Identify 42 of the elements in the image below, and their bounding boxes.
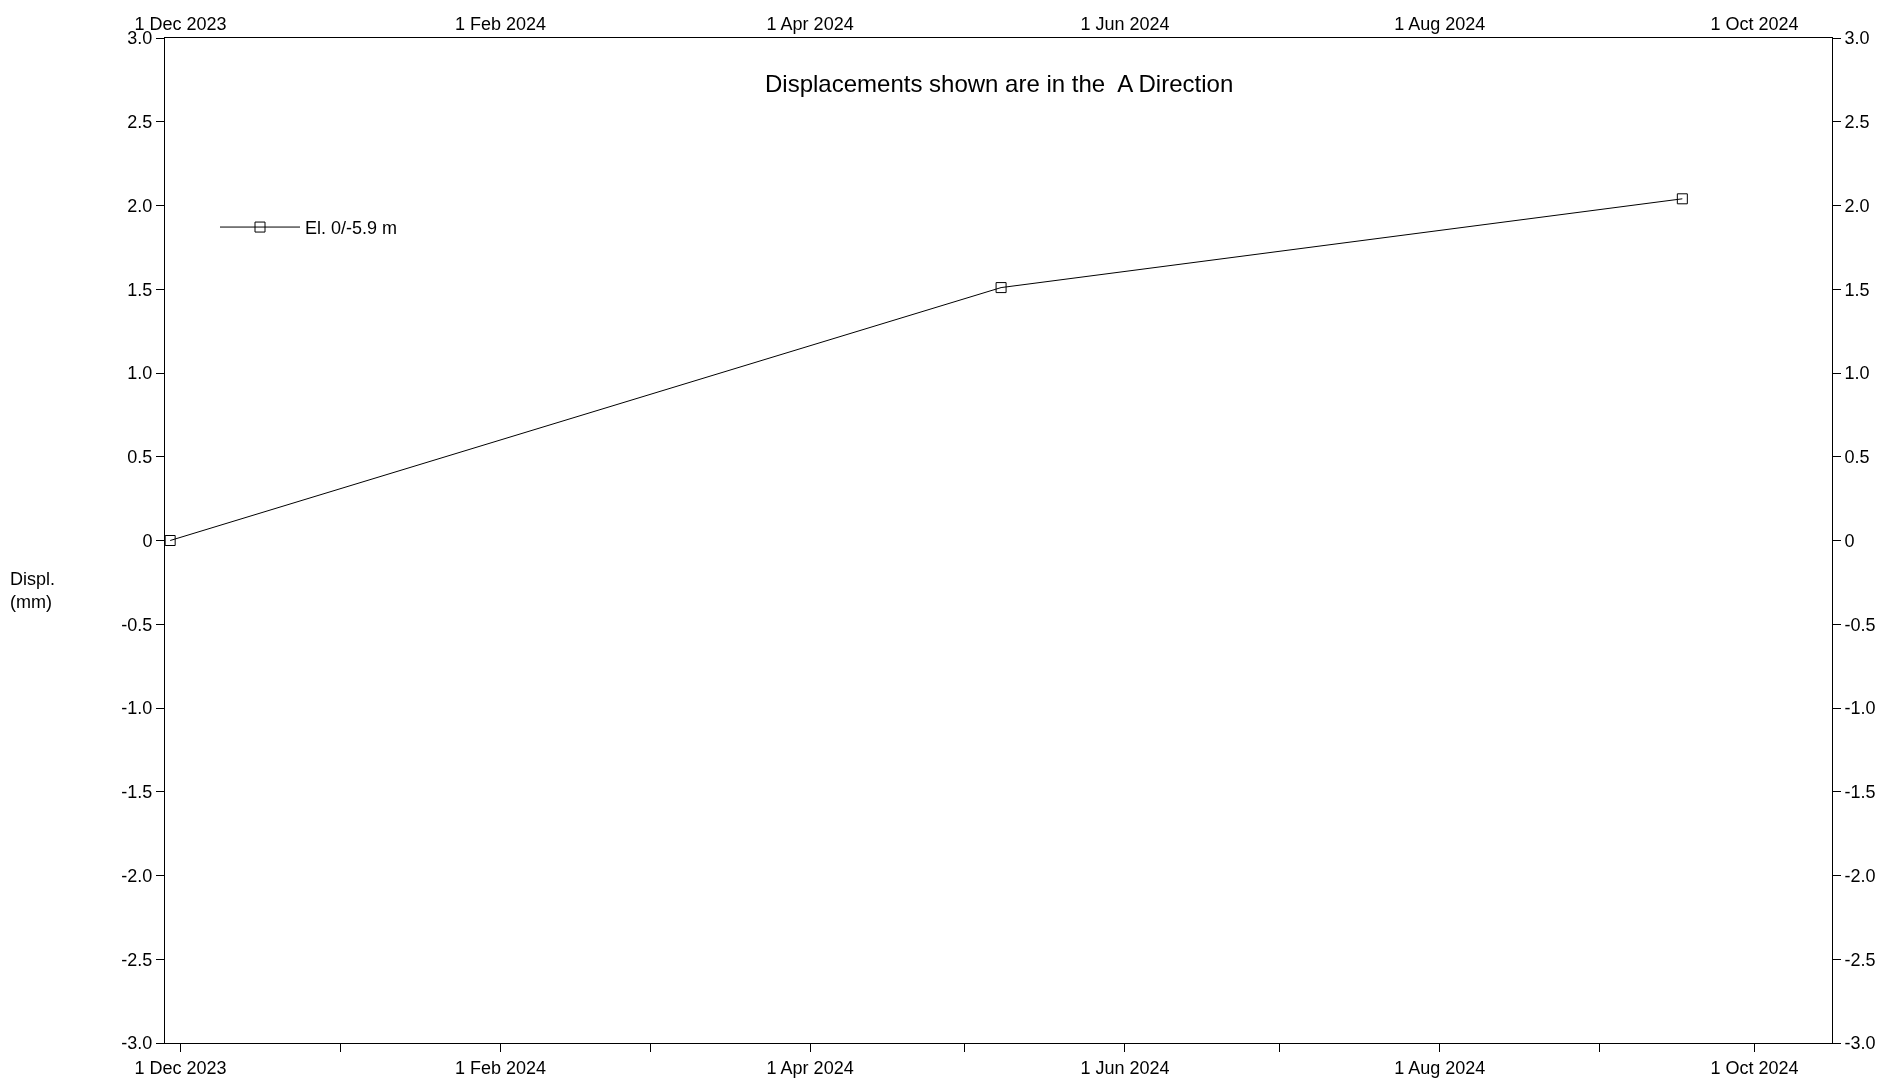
y-tick-label: 1.0 (127, 363, 153, 384)
y-tick-label: -1.0 (121, 698, 153, 719)
point (164, 535, 176, 546)
y-tick-label: 0 (142, 530, 153, 551)
y-tick-label: 0.5 (127, 447, 153, 468)
y-tick-label: 2.5 (127, 112, 153, 133)
x2-tick-label: 1 Oct 2024 (1710, 13, 1799, 34)
x2-tick-label: 1 Feb 2024 (454, 13, 546, 34)
point (995, 282, 1007, 294)
y2-tick-label: -0.5 (1844, 614, 1876, 635)
y-tick-label: -3.0 (121, 1033, 153, 1054)
y-tick-label: -2.0 (121, 865, 153, 886)
y2-tick-label: -2.0 (1844, 865, 1876, 886)
y2-tick-label: 2.0 (1844, 195, 1870, 216)
y-tick-label: -2.5 (121, 949, 153, 970)
y2-tick-label: 0 (1844, 530, 1855, 551)
y2-tick-label: 3.0 (1844, 28, 1870, 49)
x-tick-label: 1 Oct 2024 (1710, 1057, 1799, 1078)
y2-tick-label: -1.0 (1844, 698, 1876, 719)
y-tick-label: 2.0 (127, 195, 153, 216)
y-tick-label: -1.5 (121, 782, 153, 803)
y-axis-title: Displ. (mm) (10, 569, 56, 613)
y2-tick-label: -2.5 (1844, 949, 1876, 970)
x-tick-label: 1 Feb 2024 (454, 1057, 546, 1078)
x2-tick-label: 1 Jun 2024 (1080, 13, 1170, 34)
y2-tick-label: 1.0 (1844, 363, 1870, 384)
point (1676, 193, 1688, 205)
x-tick-label: 1 Dec 2023 (134, 1057, 227, 1078)
legend-label: El. 0/-5.9 m (305, 218, 398, 239)
x-tick-label: 1 Aug 2024 (1394, 1057, 1486, 1078)
y2-tick-label: -3.0 (1844, 1033, 1876, 1054)
y2-tick-label: 0.5 (1844, 447, 1870, 468)
y2-tick-label: -1.5 (1844, 782, 1876, 803)
y-tick-label: 1.5 (127, 279, 153, 300)
y-tick-label: -0.5 (121, 614, 153, 635)
text: Displacements shown are in the A Direction (765, 70, 1234, 97)
x-tick-label: 1 Jun 2024 (1080, 1057, 1170, 1078)
x2-tick-label: 1 Apr 2024 (766, 13, 854, 34)
x2-tick-label: 1 Aug 2024 (1394, 13, 1486, 34)
y2-tick-label: 2.5 (1844, 112, 1870, 133)
x-tick-label: 1 Apr 2024 (766, 1057, 854, 1078)
y2-tick-label: 1.5 (1844, 279, 1870, 300)
